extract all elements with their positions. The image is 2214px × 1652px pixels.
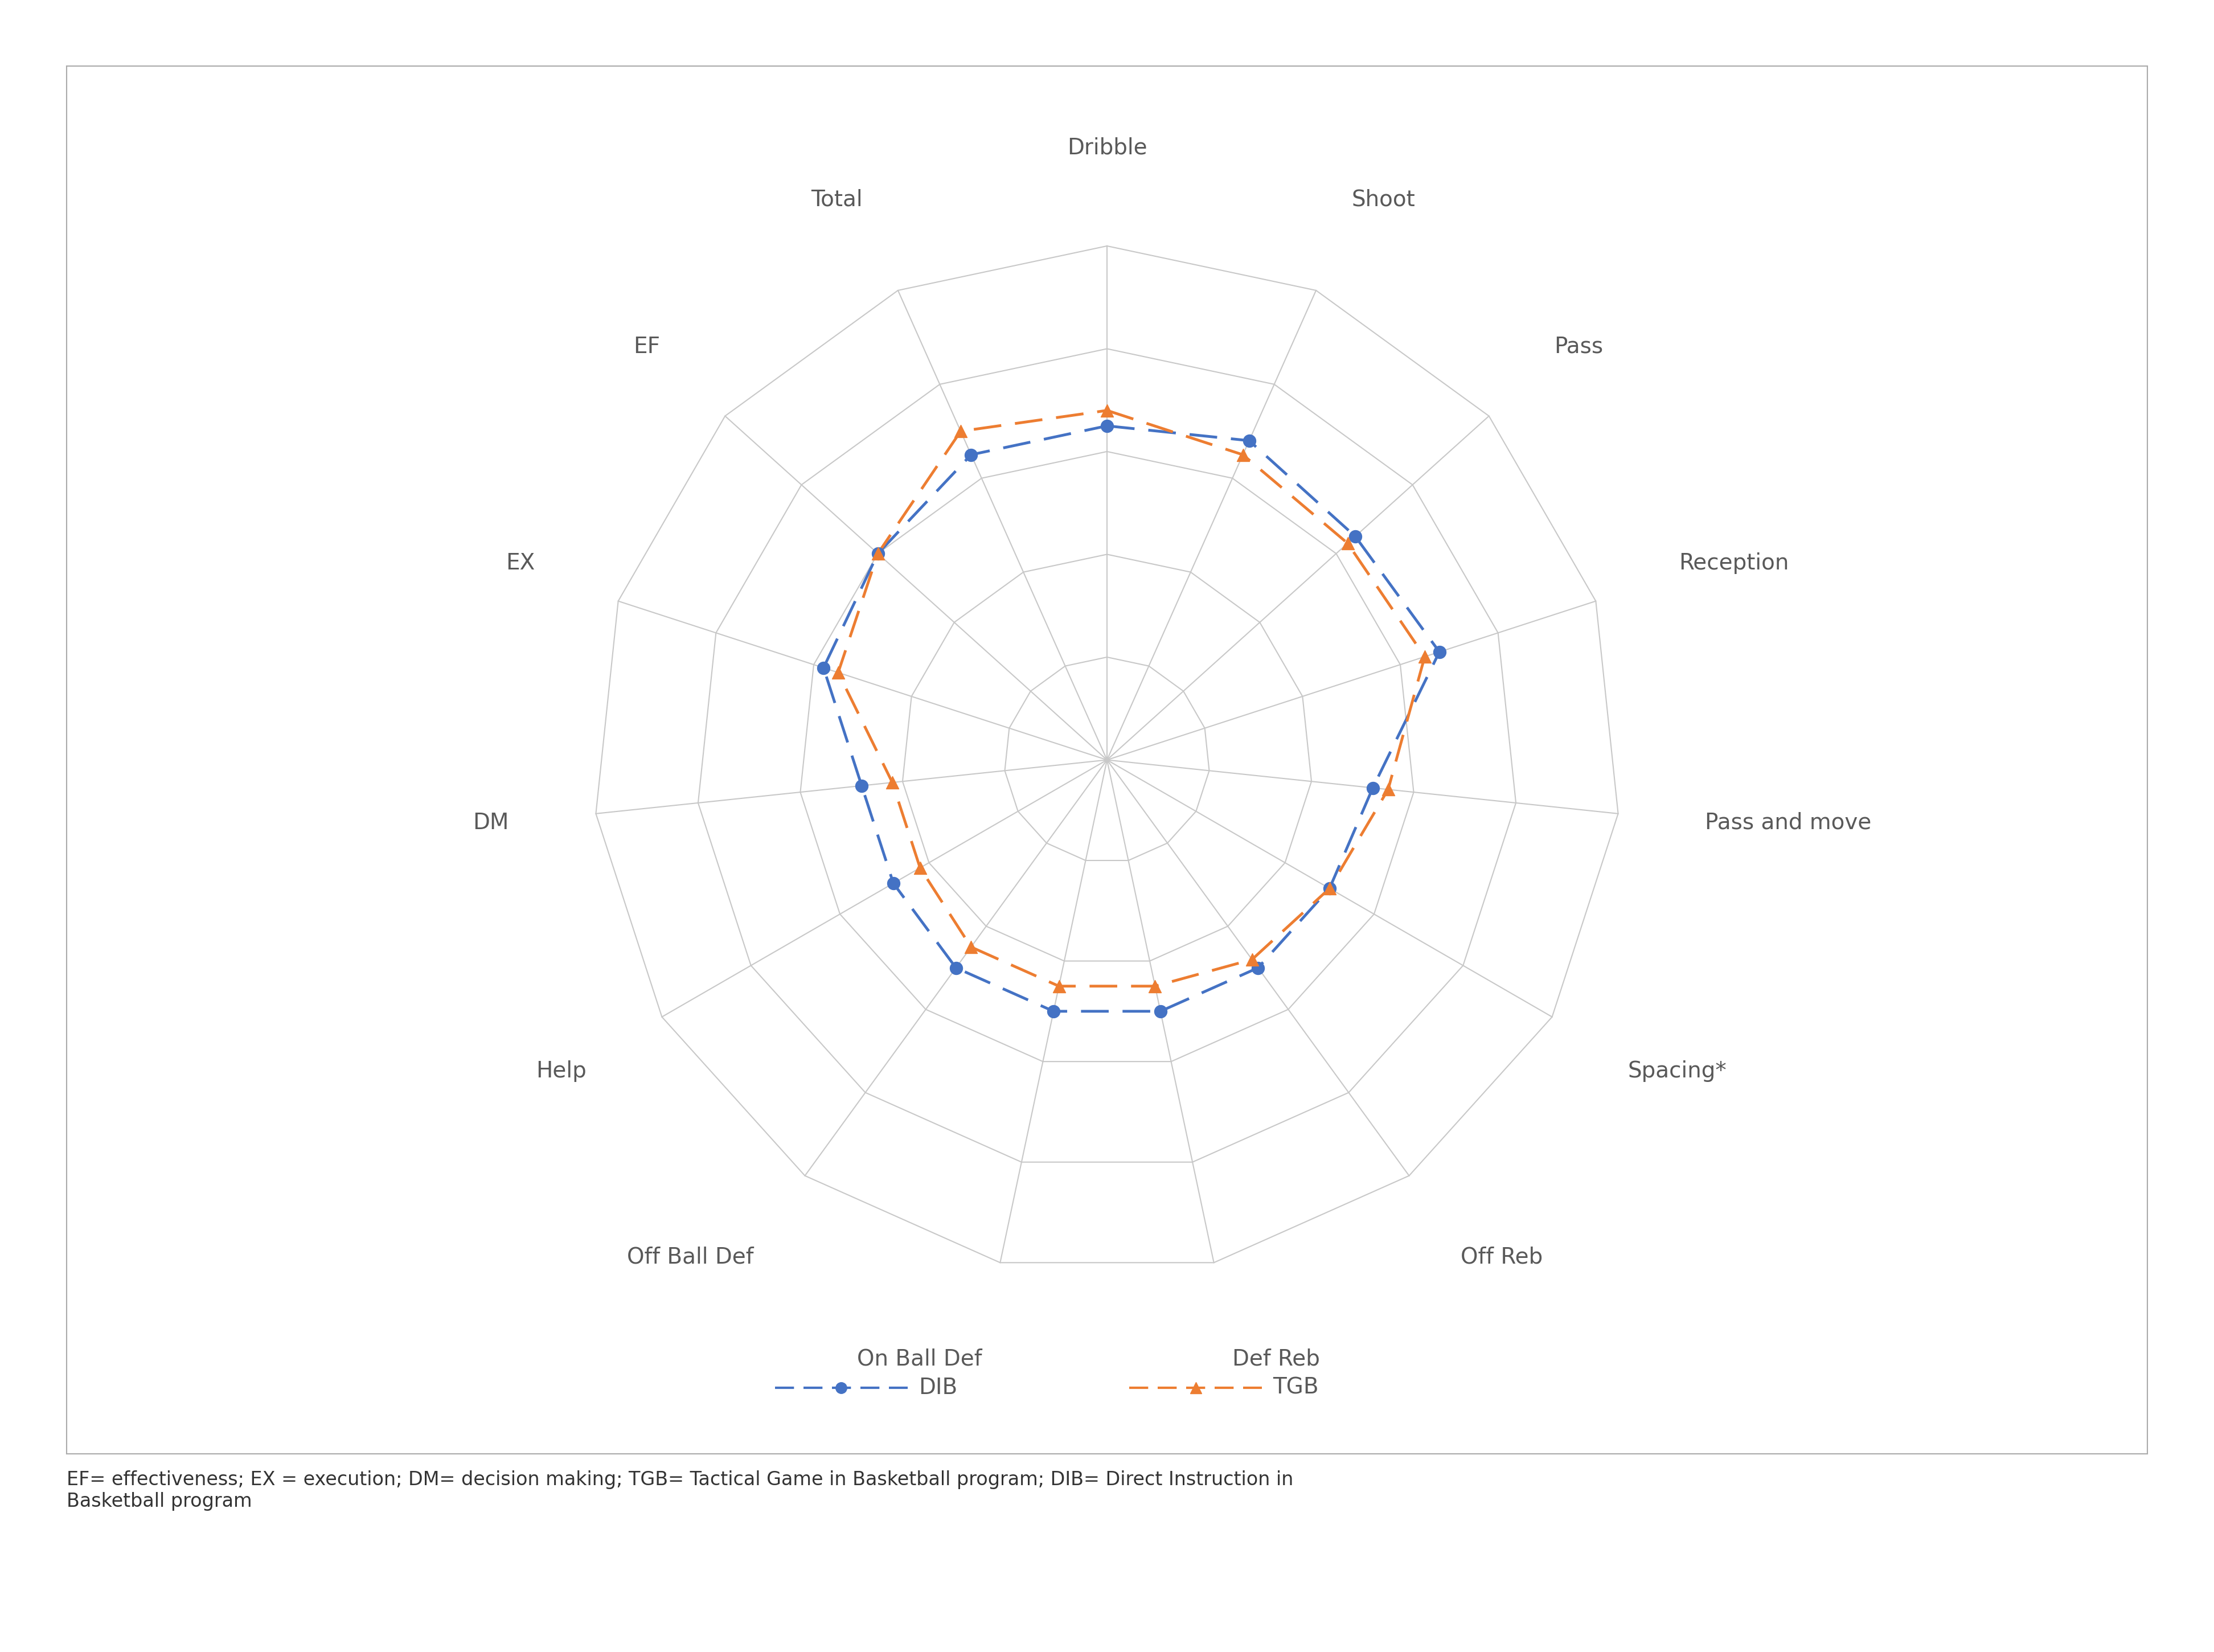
Point [1142, 998, 1178, 1024]
Point [859, 540, 894, 567]
Text: EX: EX [507, 552, 536, 575]
Text: Dribble: Dribble [1067, 137, 1147, 159]
Point [954, 933, 990, 960]
Point [1355, 775, 1390, 801]
Text: EF= effectiveness; EX = execution; DM= decision making; TGB= Tactical Game in Ba: EF= effectiveness; EX = execution; DM= d… [66, 1470, 1293, 1512]
Point [1370, 776, 1406, 803]
Text: Reception: Reception [1678, 552, 1789, 575]
Text: Total: Total [810, 188, 863, 210]
Point [859, 540, 894, 567]
Text: Spacing*: Spacing* [1627, 1061, 1727, 1082]
Text: Shoot: Shoot [1351, 188, 1415, 210]
Point [1331, 530, 1366, 557]
Point [1138, 973, 1173, 999]
Text: Def Reb: Def Reb [1231, 1348, 1320, 1370]
Text: DIB: DIB [919, 1376, 959, 1399]
Point [1089, 413, 1125, 439]
Point [954, 441, 990, 468]
Text: Pass and move: Pass and move [1705, 811, 1871, 834]
Point [943, 418, 979, 444]
Text: Pass: Pass [1554, 335, 1603, 357]
Point [1313, 876, 1348, 902]
Point [877, 871, 912, 897]
Point [1337, 524, 1373, 550]
Text: Off Ball Def: Off Ball Def [627, 1246, 753, 1269]
Point [1231, 428, 1266, 454]
Point [875, 770, 910, 796]
Text: TGB: TGB [1273, 1376, 1320, 1399]
Point [1036, 998, 1072, 1024]
Point [1421, 639, 1457, 666]
Point [821, 659, 857, 686]
Text: Help: Help [536, 1061, 587, 1082]
Text: On Ball Def: On Ball Def [857, 1348, 983, 1370]
Point [939, 955, 974, 981]
Point [1041, 973, 1076, 999]
Point [903, 854, 939, 881]
Text: DM: DM [474, 811, 509, 834]
Text: Off Reb: Off Reb [1461, 1246, 1543, 1269]
Point [1313, 876, 1348, 902]
Point [1408, 644, 1444, 671]
Point [1233, 947, 1269, 973]
Point [1240, 955, 1275, 981]
Point [806, 654, 841, 681]
Text: EF: EF [633, 335, 660, 357]
Point [1224, 441, 1260, 468]
Point [844, 773, 879, 800]
Point [1089, 396, 1125, 423]
